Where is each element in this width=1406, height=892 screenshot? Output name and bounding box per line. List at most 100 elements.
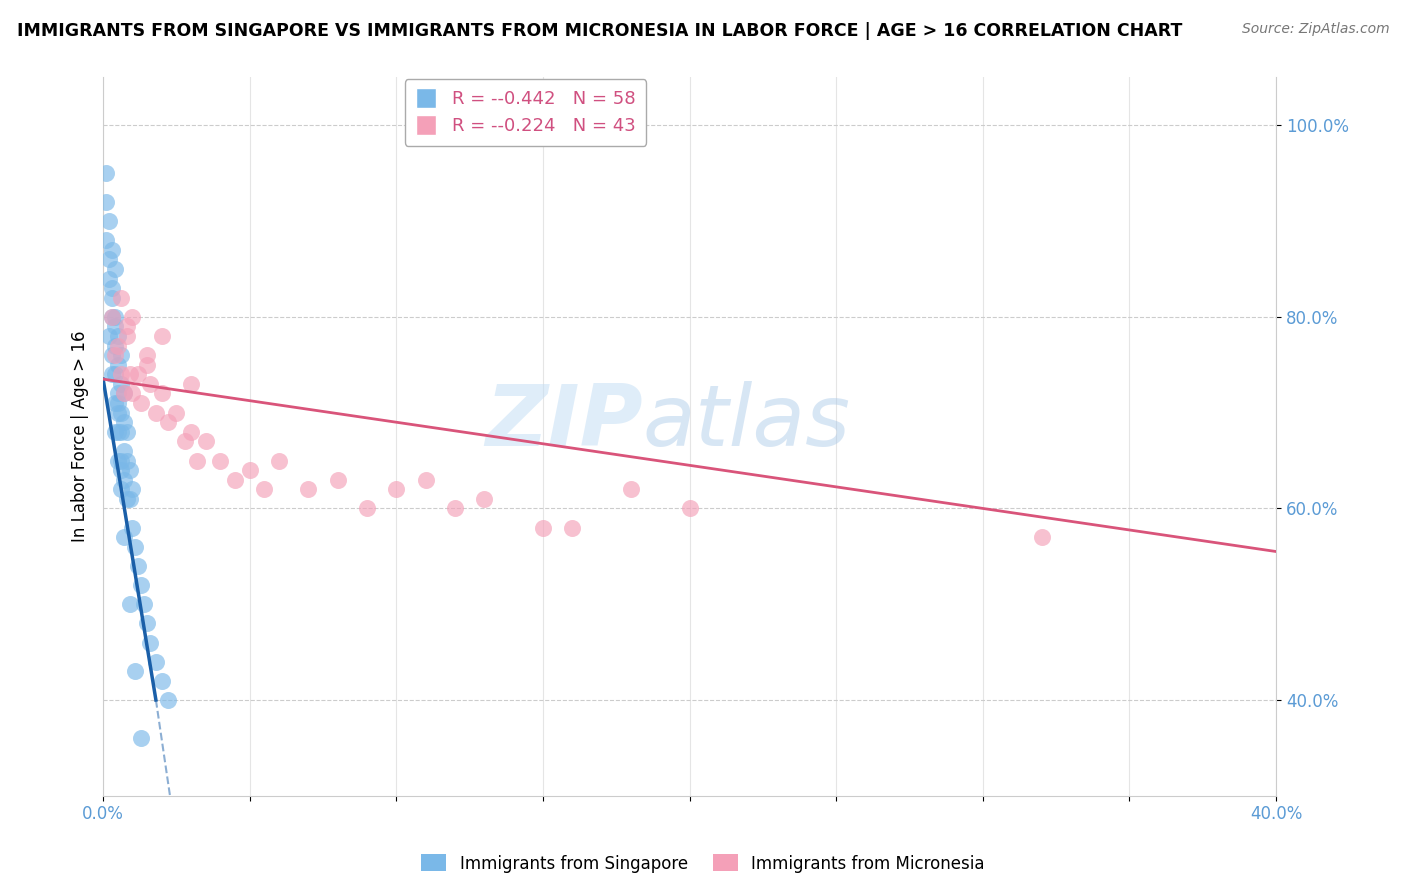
Point xyxy=(472,491,495,506)
Point xyxy=(267,453,290,467)
Point xyxy=(129,396,152,410)
Point xyxy=(139,635,162,649)
Text: IMMIGRANTS FROM SINGAPORE VS IMMIGRANTS FROM MICRONESIA IN LABOR FORCE | AGE > 1: IMMIGRANTS FROM SINGAPORE VS IMMIGRANTS … xyxy=(17,22,1182,40)
Point xyxy=(112,386,135,401)
Point xyxy=(124,540,146,554)
Point xyxy=(101,281,124,295)
Point xyxy=(104,310,127,324)
Point xyxy=(118,597,141,611)
Legend: Immigrants from Singapore, Immigrants from Micronesia: Immigrants from Singapore, Immigrants fr… xyxy=(415,847,991,880)
Point xyxy=(156,415,179,429)
Point xyxy=(150,386,173,401)
Point xyxy=(104,396,127,410)
Point xyxy=(110,463,132,477)
Point xyxy=(620,483,643,497)
Point xyxy=(150,673,173,688)
Point xyxy=(94,166,117,180)
Y-axis label: In Labor Force | Age > 16: In Labor Force | Age > 16 xyxy=(72,331,89,542)
Point xyxy=(101,368,124,382)
Point xyxy=(110,291,132,305)
Point xyxy=(136,348,159,362)
Point xyxy=(531,520,554,534)
Point xyxy=(415,473,437,487)
Point xyxy=(253,483,276,497)
Point xyxy=(101,291,124,305)
Point xyxy=(112,530,135,544)
Point xyxy=(150,329,173,343)
Point xyxy=(561,520,583,534)
Point xyxy=(121,483,143,497)
Point xyxy=(224,473,246,487)
Point xyxy=(110,368,132,382)
Point xyxy=(101,310,124,324)
Point xyxy=(112,473,135,487)
Point xyxy=(98,214,121,228)
Point xyxy=(104,319,127,334)
Point xyxy=(115,329,138,343)
Point xyxy=(101,243,124,257)
Point xyxy=(94,233,117,247)
Point xyxy=(127,558,149,573)
Point xyxy=(104,338,127,352)
Point xyxy=(174,434,197,449)
Point xyxy=(104,262,127,277)
Point xyxy=(118,491,141,506)
Point xyxy=(110,425,132,439)
Point xyxy=(107,358,129,372)
Point xyxy=(112,386,135,401)
Point xyxy=(209,453,232,467)
Point xyxy=(444,501,467,516)
Point xyxy=(118,463,141,477)
Point xyxy=(156,693,179,707)
Point xyxy=(118,368,141,382)
Point xyxy=(104,348,127,362)
Point xyxy=(110,453,132,467)
Point xyxy=(121,386,143,401)
Point xyxy=(110,348,132,362)
Text: atlas: atlas xyxy=(643,381,851,464)
Point xyxy=(98,252,121,267)
Point xyxy=(165,406,187,420)
Point xyxy=(145,406,167,420)
Point xyxy=(136,358,159,372)
Point xyxy=(136,616,159,631)
Point xyxy=(98,329,121,343)
Point xyxy=(356,501,378,516)
Point xyxy=(129,578,152,592)
Point xyxy=(107,406,129,420)
Point xyxy=(297,483,319,497)
Point xyxy=(107,386,129,401)
Point xyxy=(107,425,129,439)
Point xyxy=(115,319,138,334)
Point xyxy=(107,396,129,410)
Point xyxy=(139,376,162,391)
Point xyxy=(180,425,202,439)
Point xyxy=(115,491,138,506)
Text: Source: ZipAtlas.com: Source: ZipAtlas.com xyxy=(1241,22,1389,37)
Point xyxy=(129,731,152,746)
Point xyxy=(110,406,132,420)
Point xyxy=(180,376,202,391)
Point xyxy=(115,453,138,467)
Point xyxy=(112,415,135,429)
Point xyxy=(110,376,132,391)
Point xyxy=(107,338,129,352)
Point xyxy=(107,329,129,343)
Point xyxy=(101,310,124,324)
Text: ZIP: ZIP xyxy=(485,381,643,464)
Point xyxy=(385,483,408,497)
Point xyxy=(145,655,167,669)
Point xyxy=(134,597,156,611)
Point xyxy=(94,194,117,209)
Point xyxy=(107,453,129,467)
Point xyxy=(112,444,135,458)
Point xyxy=(115,425,138,439)
Point xyxy=(104,425,127,439)
Point xyxy=(98,271,121,285)
Point xyxy=(101,348,124,362)
Point xyxy=(124,665,146,679)
Point xyxy=(121,310,143,324)
Point xyxy=(110,483,132,497)
Point xyxy=(194,434,217,449)
Point xyxy=(121,520,143,534)
